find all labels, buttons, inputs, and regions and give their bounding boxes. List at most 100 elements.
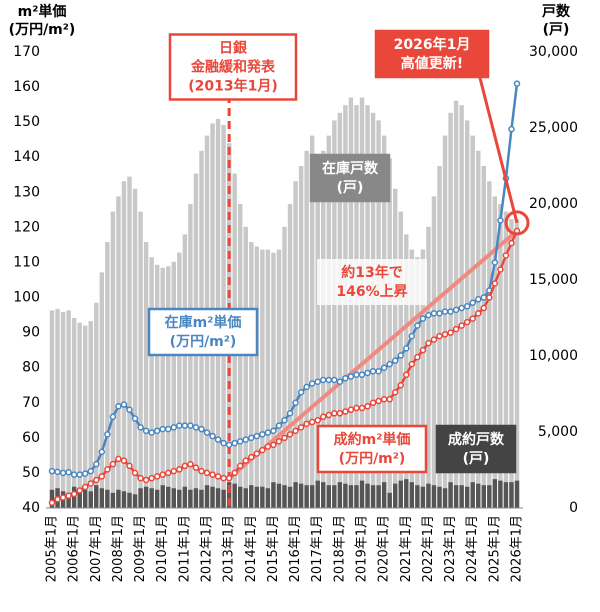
marker: [120, 401, 128, 408]
high-note-text: 高値更新!: [401, 55, 463, 72]
marker: [187, 422, 194, 429]
bar: [381, 482, 387, 508]
bar: [453, 100, 459, 508]
bar: [260, 249, 265, 508]
marker: [87, 467, 94, 475]
x-tick-label: 2025年1月: [487, 515, 502, 582]
marker: [59, 494, 67, 501]
marker: [336, 378, 344, 385]
bar: [287, 486, 293, 508]
y-tick-label: 140: [13, 149, 40, 165]
bar: [149, 257, 154, 508]
bar: [487, 485, 492, 508]
marker: [275, 422, 283, 429]
marker: [126, 406, 133, 414]
bar: [509, 219, 514, 508]
marker: [203, 429, 211, 436]
marker: [214, 436, 222, 443]
bar: [177, 252, 182, 508]
marker: [502, 252, 510, 259]
trend-line: [227, 229, 519, 480]
bar: [271, 252, 276, 508]
marker: [369, 399, 377, 407]
marker: [425, 339, 432, 347]
marker: [425, 311, 432, 319]
bar: [143, 486, 149, 508]
marker: [436, 310, 443, 317]
bar: [105, 242, 110, 508]
marker: [231, 469, 238, 477]
y2-tick-label: 0: [569, 500, 578, 516]
marker: [198, 425, 205, 433]
marker: [308, 418, 316, 426]
bar: [49, 489, 55, 508]
bar: [171, 488, 176, 508]
marker: [342, 408, 349, 415]
y-tick-label: 130: [13, 184, 40, 200]
x-tick-label: 2010年1月: [155, 515, 170, 582]
bar: [282, 485, 287, 508]
bar: [487, 181, 492, 508]
bar: [188, 489, 193, 508]
bar: [309, 485, 315, 508]
bar: [298, 483, 304, 508]
bar: [376, 120, 381, 509]
marker: [48, 499, 56, 506]
y2-tick-label: 25,000: [529, 120, 578, 136]
bar: [177, 489, 182, 508]
marker: [342, 374, 349, 382]
marker: [170, 467, 178, 475]
marker: [148, 429, 155, 436]
marker: [131, 469, 139, 477]
marker: [292, 427, 299, 435]
bar: [365, 483, 370, 508]
marker: [220, 439, 227, 447]
bar: [315, 158, 320, 508]
x-tick-label: 2007年1月: [89, 515, 104, 582]
bar: [132, 188, 138, 509]
bar: [265, 488, 271, 508]
marker: [419, 346, 427, 354]
y2-tick-label: 10,000: [529, 348, 578, 364]
marker: [358, 371, 366, 378]
marker: [430, 336, 438, 343]
series-label-text: (万円/m²): [339, 451, 406, 467]
bar: [99, 272, 105, 508]
marker: [220, 474, 227, 482]
marker: [137, 424, 144, 431]
bar: [442, 488, 448, 508]
event-note-text: 金融緩和発表: [190, 59, 276, 76]
bar: [343, 105, 348, 508]
bar: [304, 150, 309, 509]
marker: [491, 259, 499, 266]
high-note-box: [374, 29, 490, 79]
marker: [148, 474, 155, 482]
marker: [391, 357, 399, 364]
y-tick-label: 60: [22, 430, 40, 446]
marker: [153, 473, 161, 480]
x-tick-label: 2021年1月: [399, 515, 414, 582]
x-tick-label: 2013年1月: [222, 515, 237, 582]
bar: [315, 480, 320, 508]
bar: [116, 196, 121, 508]
bar: [498, 480, 503, 508]
marker: [109, 460, 117, 468]
x-tick-label: 2016年1月: [288, 515, 303, 582]
marker: [153, 427, 161, 435]
marker: [419, 315, 427, 322]
marker: [165, 469, 172, 477]
marker: [325, 376, 333, 384]
y-tick-label: 70: [22, 395, 40, 411]
bar: [332, 485, 337, 508]
bar: [332, 120, 337, 509]
x-tick-label: 2014年1月: [244, 515, 259, 582]
marker: [98, 448, 106, 456]
marker: [403, 371, 410, 378]
series-label-text: (万円/m²): [170, 334, 237, 350]
event-note-box: [168, 33, 298, 101]
right-axis-title: 戸数: [542, 3, 571, 20]
marker: [380, 364, 388, 371]
marker: [225, 474, 233, 482]
bar: [171, 261, 176, 508]
